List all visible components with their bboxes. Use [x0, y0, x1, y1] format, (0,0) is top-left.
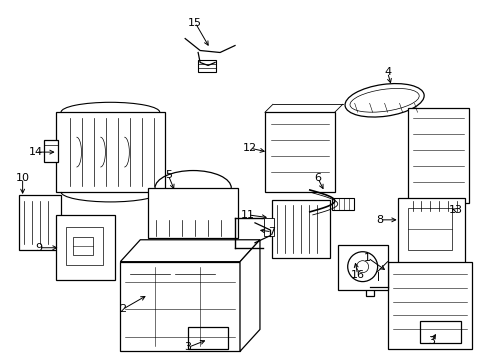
Bar	[43, 140, 58, 162]
Text: 3: 3	[427, 336, 434, 346]
Bar	[331, 198, 353, 210]
Bar	[337, 245, 387, 289]
Bar	[419, 321, 461, 343]
Bar	[264, 112, 334, 192]
Bar	[56, 215, 115, 280]
Text: 3: 3	[184, 342, 191, 352]
Polygon shape	[120, 240, 260, 262]
Bar	[56, 112, 165, 192]
Text: 5: 5	[164, 170, 171, 180]
Polygon shape	[240, 240, 260, 351]
Bar	[397, 198, 465, 263]
Bar	[65, 227, 103, 265]
Polygon shape	[387, 262, 471, 349]
Text: 13: 13	[447, 205, 462, 215]
Text: 11: 11	[241, 210, 254, 220]
Bar	[407, 208, 451, 250]
Text: 8: 8	[375, 215, 383, 225]
Text: 15: 15	[188, 18, 202, 28]
Bar	[148, 188, 238, 238]
Bar	[264, 218, 273, 236]
Text: 7: 7	[268, 227, 275, 237]
Text: 6: 6	[314, 173, 321, 183]
Bar	[198, 60, 216, 72]
Text: 9: 9	[35, 243, 42, 253]
Bar	[365, 280, 373, 296]
Bar	[19, 195, 61, 250]
Bar	[188, 328, 227, 349]
Text: 14: 14	[28, 147, 42, 157]
Ellipse shape	[349, 89, 418, 112]
Bar	[271, 200, 329, 258]
Bar	[407, 108, 468, 203]
Text: 2: 2	[119, 305, 125, 315]
Text: 10: 10	[16, 173, 30, 183]
Text: 4: 4	[383, 67, 390, 77]
Bar	[73, 237, 93, 255]
Text: 1: 1	[364, 253, 370, 263]
Bar	[120, 262, 240, 351]
Text: 16: 16	[350, 270, 364, 280]
Ellipse shape	[345, 84, 423, 117]
Text: 12: 12	[243, 143, 257, 153]
